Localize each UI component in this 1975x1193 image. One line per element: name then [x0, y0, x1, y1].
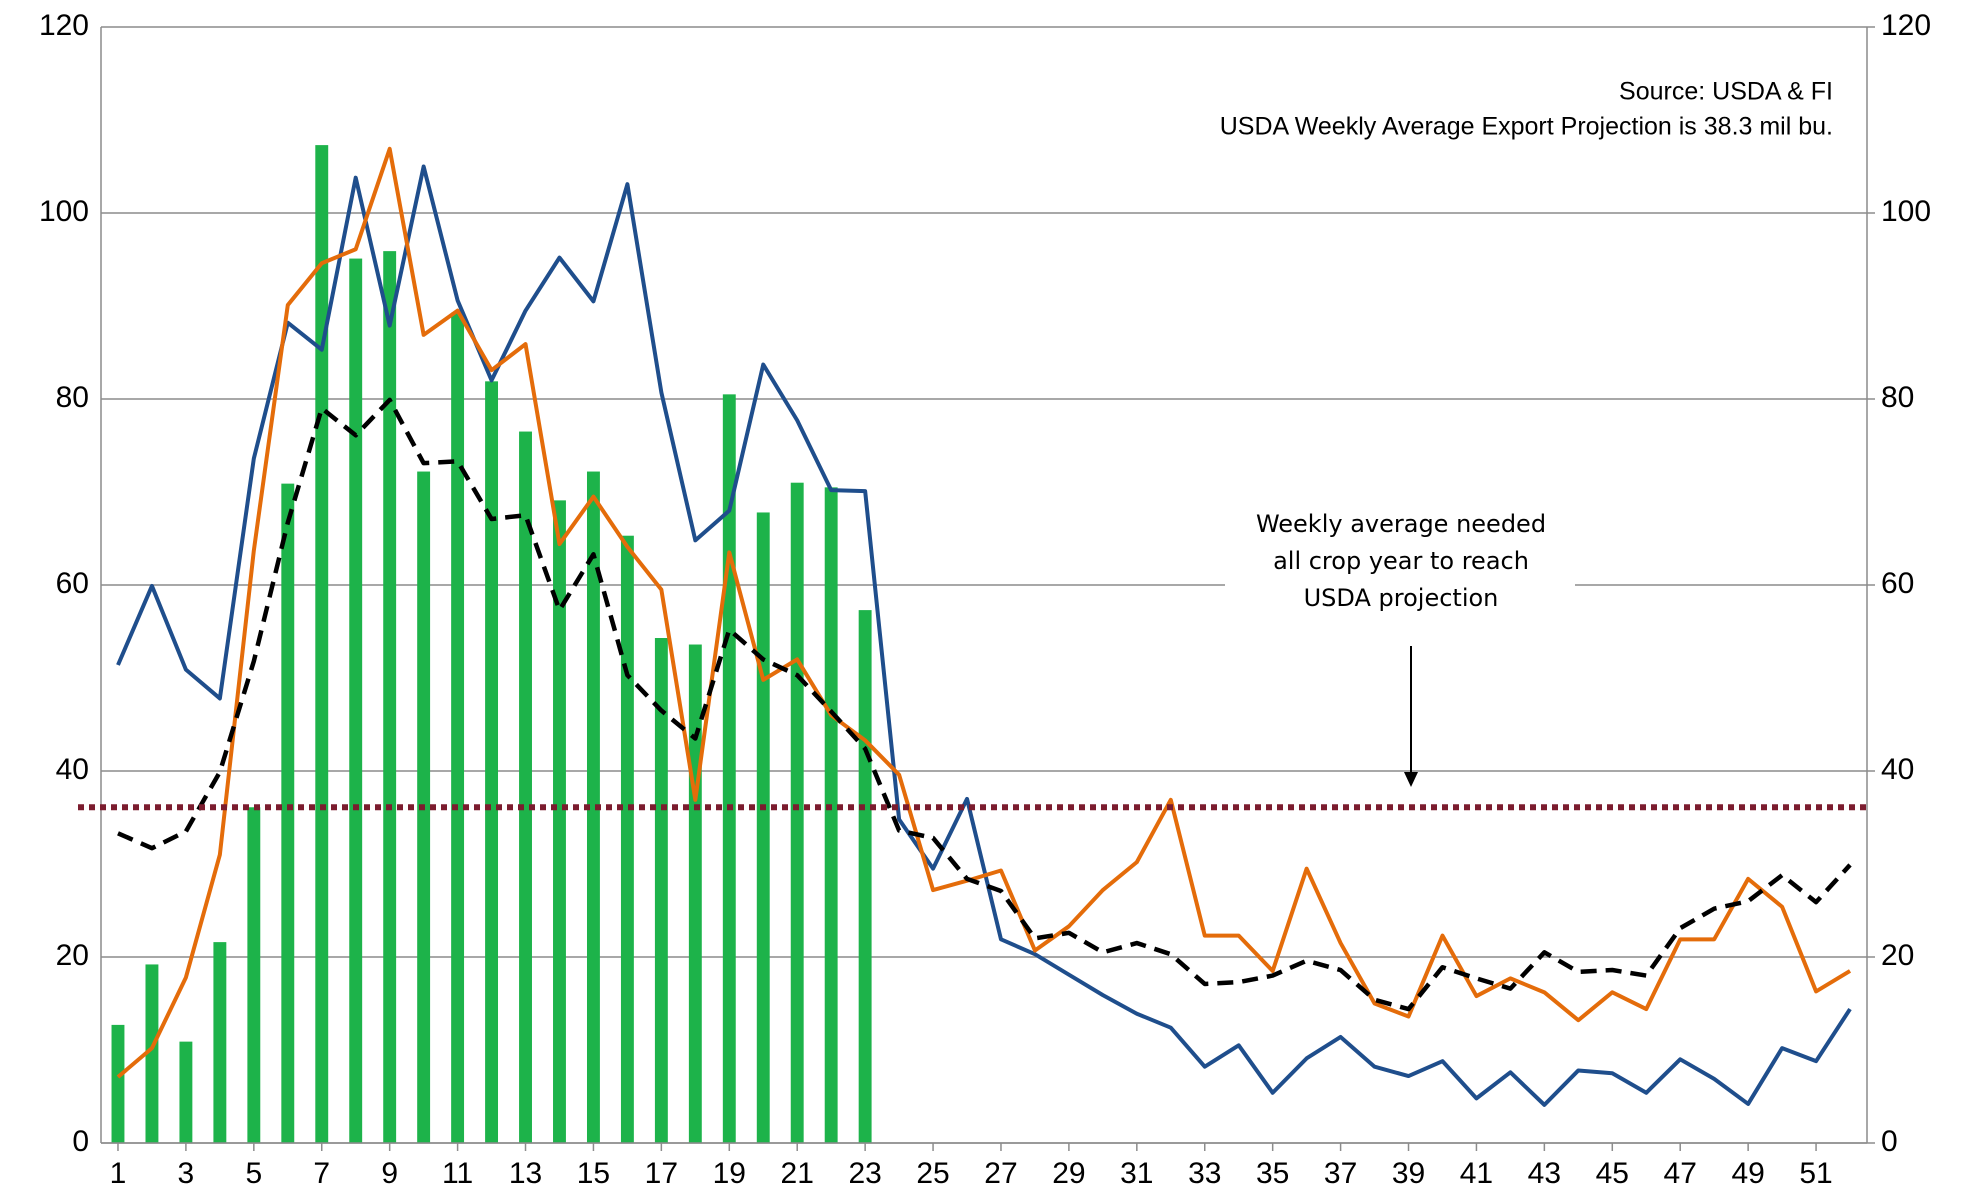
x-tick-label: 7 — [313, 1157, 330, 1190]
x-tick-label: 35 — [1256, 1157, 1289, 1190]
x-tick-label: 15 — [577, 1157, 610, 1190]
y2-tick-label: 0 — [1881, 1125, 1898, 1158]
annotation: Weekly average needed — [1256, 510, 1546, 538]
bar — [756, 512, 770, 1143]
bar — [145, 964, 159, 1143]
bar — [553, 500, 566, 1143]
source-note: USDA Weekly Average Export Projection is… — [1220, 113, 1833, 141]
bar — [315, 145, 329, 1144]
x-tick-label: 33 — [1188, 1157, 1221, 1190]
bar — [688, 644, 702, 1143]
x-tick-label: 43 — [1528, 1157, 1561, 1190]
y-tick-label: 100 — [39, 195, 89, 228]
x-tick-label: 21 — [781, 1157, 814, 1190]
y-tick-label: 60 — [56, 567, 89, 600]
y-tick-label: 80 — [56, 381, 89, 414]
annotation-arrowhead — [1404, 772, 1418, 787]
bar — [519, 431, 532, 1143]
annotation-backdrop — [1225, 505, 1575, 620]
annotation: all crop year to reach — [1273, 547, 1529, 575]
bar — [281, 483, 295, 1143]
y-tick-label: 20 — [56, 939, 89, 972]
x-tick-label: 5 — [245, 1157, 262, 1190]
y2-tick-label: 80 — [1881, 381, 1914, 414]
x-tick-label: 47 — [1664, 1157, 1697, 1190]
bar — [824, 487, 838, 1144]
x-tick-label: 23 — [848, 1157, 881, 1190]
y2-tick-label: 100 — [1881, 195, 1931, 228]
y2-tick-label: 120 — [1881, 9, 1931, 42]
bar — [586, 471, 600, 1143]
y2-tick-label: 40 — [1881, 753, 1914, 786]
bar — [451, 312, 465, 1143]
x-tick-label: 9 — [381, 1157, 398, 1190]
bar — [654, 638, 668, 1143]
y2-tick-label: 60 — [1881, 567, 1914, 600]
x-tick-label: 51 — [1799, 1157, 1832, 1190]
x-tick-label: 37 — [1324, 1157, 1357, 1190]
bar — [111, 1024, 125, 1143]
bar — [485, 381, 499, 1144]
line-series — [117, 397, 1852, 1012]
bar — [620, 535, 634, 1143]
y-tick-label: 40 — [56, 753, 89, 786]
x-tick-label: 11 — [442, 1157, 473, 1190]
x-tick-label: 13 — [509, 1157, 542, 1190]
x-tick-label: 41 — [1460, 1157, 1493, 1190]
bar — [247, 807, 261, 1143]
x-tick-label: 45 — [1596, 1157, 1629, 1190]
bar — [383, 251, 397, 1143]
x-tick-label: 1 — [110, 1157, 127, 1190]
annotation: USDA projection — [1304, 584, 1499, 612]
x-tick-label: 3 — [178, 1157, 195, 1190]
bar — [213, 942, 227, 1143]
x-tick-label: 19 — [713, 1157, 746, 1190]
x-tick-label: 49 — [1731, 1157, 1764, 1190]
bar — [858, 610, 872, 1143]
source-note: Source: USDA & FI — [1619, 78, 1833, 106]
bar — [349, 258, 363, 1143]
x-tick-label: 27 — [984, 1157, 1017, 1190]
bar — [790, 482, 804, 1143]
x-tick-label: 29 — [1052, 1157, 1085, 1190]
line-series — [116, 146, 1852, 1079]
x-tick-label: 25 — [916, 1157, 949, 1190]
y2-tick-label: 20 — [1881, 939, 1914, 972]
x-tick-label: 31 — [1120, 1157, 1153, 1190]
x-tick-label: 17 — [645, 1157, 678, 1190]
bar — [179, 1041, 193, 1143]
y-tick-label: 0 — [72, 1125, 89, 1158]
y-tick-label: 120 — [39, 9, 89, 42]
x-tick-label: 39 — [1392, 1157, 1425, 1190]
